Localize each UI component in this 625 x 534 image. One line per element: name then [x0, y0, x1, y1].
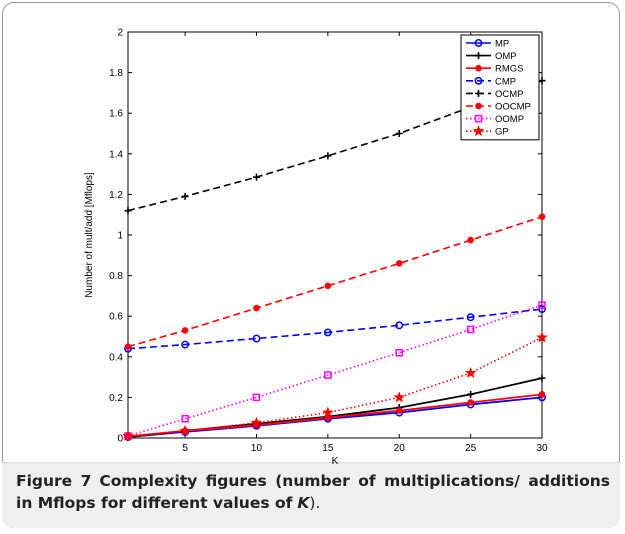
data-point-ocmp: [395, 130, 403, 137]
data-point-oomp: [181, 414, 189, 423]
y-tick-label: 0: [117, 434, 123, 445]
y-tick-label: 2: [117, 28, 123, 39]
legend-label-ocmp: OCMP: [495, 89, 524, 100]
data-point-gp: [179, 424, 192, 436]
y-tick-label: 1: [117, 231, 123, 242]
data-point-cmp: [252, 334, 261, 343]
y-tick-label: 0.4: [109, 352, 123, 363]
data-point-ocmp: [181, 192, 189, 200]
legend-marker-cmp: [474, 76, 483, 85]
data-point-rmgs: [538, 391, 546, 398]
y-tick-label: 1.8: [109, 68, 123, 79]
data-point-gp: [464, 366, 477, 379]
data-point-cmp: [466, 313, 475, 322]
data-point-ocmp: [538, 77, 546, 85]
x-tick-label: 20: [394, 443, 406, 454]
data-point-oocmp: [467, 236, 474, 244]
data-point-cmp: [323, 328, 332, 337]
legend-marker-ocmp: [475, 89, 482, 97]
x-tick-label: 25: [465, 443, 477, 454]
legend-label-gp: GP: [495, 127, 509, 138]
data-point-oomp: [395, 348, 403, 357]
data-point-oocmp: [124, 343, 132, 350]
y-tick-label: 0.2: [109, 393, 123, 404]
data-point-rmgs: [395, 407, 403, 414]
legend-marker-omp: [475, 52, 482, 60]
data-point-ocmp: [324, 152, 332, 160]
data-point-cmp: [181, 340, 190, 349]
data-point-omp: [467, 390, 475, 398]
y-tick-label: 0.6: [109, 312, 123, 323]
data-point-gp: [393, 391, 406, 403]
data-point-oomp: [466, 325, 475, 334]
legend-label-omp: OMP: [495, 51, 517, 62]
y-tick-label: 1.2: [109, 190, 123, 201]
legend-marker-oomp: [474, 114, 483, 123]
data-point-gp: [250, 416, 263, 428]
data-point-omp: [538, 374, 546, 382]
caption-area: [2, 462, 620, 528]
legend-label-mp: MP: [495, 39, 509, 50]
legend-label-rmgs: RMGS: [495, 64, 524, 75]
data-point-oomp: [538, 301, 546, 309]
data-point-oocmp: [181, 327, 189, 334]
y-tick-label: 0.8: [109, 271, 123, 282]
data-point-oocmp: [324, 282, 332, 290]
legend-box: [460, 34, 540, 141]
data-point-gp: [122, 429, 134, 442]
figure-caption: Figure 7 Complexity figures (number of m…: [16, 470, 610, 514]
x-tick-label: 10: [251, 443, 263, 454]
legend-label-oomp: OOMP: [495, 114, 524, 125]
series-line-oomp: [127, 304, 543, 437]
legend-marker-oocmp: [475, 102, 482, 110]
data-point-gp: [321, 406, 334, 418]
data-point-oomp: [252, 393, 261, 402]
axis-ticks: 5 10 15 20 25 30 0 0.2 0.4 0.6 0.8 1 1.2 1.4 1.6 1.8 2: [109, 28, 548, 455]
data-point-rmgs: [467, 399, 474, 406]
data-point-gp: [536, 331, 548, 343]
x-axis-label: K: [332, 456, 339, 467]
data-point-oocmp: [253, 304, 260, 312]
y-tick-label: 1.4: [109, 149, 123, 160]
data-point-ocmp: [124, 207, 132, 215]
data-point-oocmp: [395, 260, 403, 267]
legend-label-oocmp: OOCMP: [495, 102, 531, 113]
caption-variable: K: [297, 494, 310, 512]
data-point-cmp: [538, 305, 546, 314]
caption-end: ).: [309, 494, 321, 512]
y-tick-label: 1.6: [109, 109, 123, 120]
data-point-oocmp: [538, 213, 546, 221]
x-tick-label: 15: [322, 443, 334, 454]
data-point-ocmp: [252, 173, 260, 181]
y-axis-label: Number of mult/add [Mflops]: [84, 172, 95, 298]
x-tick-label: 30: [536, 443, 548, 454]
figure-label: Figure 7: [16, 472, 92, 490]
legend-label-cmp: CMP: [495, 76, 516, 87]
legend-marker-gp: [472, 124, 485, 137]
data-point-cmp: [395, 321, 404, 330]
data-point-oomp: [324, 371, 332, 379]
series-line-cmp: [127, 308, 543, 350]
legend-marker-mp: [474, 39, 483, 47]
x-tick-label: 5: [182, 443, 188, 454]
caption-text: Complexity figures (number of multiplica…: [16, 472, 610, 512]
legend-marker-rmgs: [475, 64, 482, 72]
